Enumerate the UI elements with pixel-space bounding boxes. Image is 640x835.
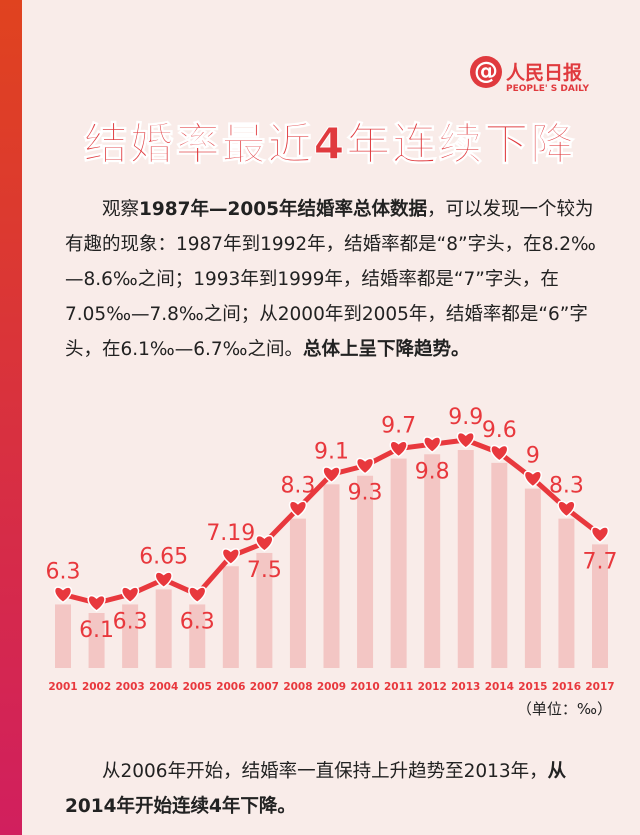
x-tick-label: 2007: [250, 681, 279, 693]
x-tick-label: 2015: [518, 681, 547, 693]
bar: [592, 544, 608, 668]
x-tick-label: 2003: [116, 681, 145, 693]
heart-marker: [456, 431, 475, 449]
bar: [524, 488, 541, 668]
heart-marker: [221, 548, 240, 566]
bold-text: 总体上呈下降趋势。: [303, 339, 470, 360]
x-tick-label: 2006: [216, 681, 245, 693]
bar: [424, 454, 441, 668]
value-label: 8.3: [280, 474, 315, 499]
bar: [491, 462, 508, 668]
value-label: 9.9: [448, 405, 483, 430]
title: 结婚率最近4年连续下降: [83, 119, 577, 171]
bold-text: 从2014年开始连续4年下降。: [65, 761, 567, 817]
value-label: 6.3: [180, 609, 215, 634]
side-stripe: [0, 0, 22, 835]
unit-note: （单位：‰）: [517, 700, 612, 718]
value-label: 7.7: [583, 549, 618, 574]
value-label: 6.3: [113, 609, 148, 634]
heart-marker: [255, 534, 274, 552]
text: 观察: [102, 199, 140, 220]
value-label: 6.1: [79, 618, 114, 643]
x-tick-label: 2014: [485, 681, 514, 693]
bar: [457, 450, 474, 668]
x-tick-label: 2004: [149, 681, 178, 693]
text: 从2006年开始，结婚率一直保持上升趋势至2013年，: [102, 761, 548, 782]
bar: [558, 518, 575, 668]
heart-marker: [523, 470, 542, 488]
x-tick-label: 2008: [283, 681, 312, 693]
value-label: 9.1: [314, 439, 349, 464]
heart-marker: [490, 444, 509, 462]
value-label: 9.6: [482, 418, 517, 443]
bar: [88, 613, 105, 668]
bar: [222, 566, 239, 668]
x-tick-label: 2012: [418, 681, 447, 693]
value-label: 8.3: [549, 474, 584, 499]
heart-marker: [389, 440, 408, 458]
x-tick-label: 2005: [183, 681, 212, 693]
bar: [155, 589, 172, 668]
bar: [189, 604, 206, 668]
logo-name: 人民日报: [506, 62, 583, 84]
bar: [357, 475, 374, 668]
bar: [122, 604, 139, 668]
x-tick-label: 2002: [82, 681, 111, 693]
value-label: 9: [526, 444, 540, 469]
heart-marker: [154, 571, 173, 589]
value-label: 9.3: [348, 481, 383, 506]
bar: [55, 604, 71, 668]
value-label: 7.5: [247, 558, 282, 583]
heart-marker: [87, 594, 106, 612]
bar: [289, 518, 306, 668]
logo-icon: @: [470, 56, 502, 88]
heart-marker: [322, 466, 341, 484]
logo-english: PEOPLE' S DAILY: [506, 84, 590, 94]
heart-marker: [356, 457, 375, 475]
heart-marker: [188, 586, 207, 604]
heart-marker: [423, 436, 442, 454]
heart-marker: [590, 526, 610, 544]
bold-text: 1987年—2005年结婚率总体数据: [139, 199, 427, 220]
bar: [390, 458, 407, 668]
heart-marker: [557, 500, 576, 518]
value-label: 6.65: [139, 544, 188, 569]
x-tick-label: 2017: [585, 681, 614, 693]
value-label: 6.3: [46, 559, 81, 584]
x-tick-label: 2016: [552, 681, 581, 693]
heart-marker: [288, 500, 307, 518]
heart-marker: [121, 586, 140, 604]
text: ，可以发现一个较为有趣的现象：1987年到1992年，结婚率都是“8”字头，在8…: [65, 199, 596, 360]
x-tick-label: 2001: [48, 681, 77, 693]
x-tick-label: 2010: [350, 681, 379, 693]
bar: [323, 484, 340, 668]
value-label: 9.7: [381, 414, 416, 439]
outro-paragraph: 从2006年开始，结婚率一直保持上升趋势至2013年，从2014年开始连续4年下…: [65, 754, 600, 824]
bar: [256, 552, 273, 668]
heart-marker: [53, 586, 73, 604]
x-tick-label: 2013: [451, 681, 480, 693]
value-label: 9.8: [415, 459, 450, 484]
x-tick-label: 2011: [384, 681, 413, 693]
value-label: 7.19: [206, 521, 255, 546]
x-tick-label: 2009: [317, 681, 346, 693]
intro-paragraph: 观察1987年—2005年结婚率总体数据，可以发现一个较为有趣的现象：1987年…: [65, 192, 600, 367]
